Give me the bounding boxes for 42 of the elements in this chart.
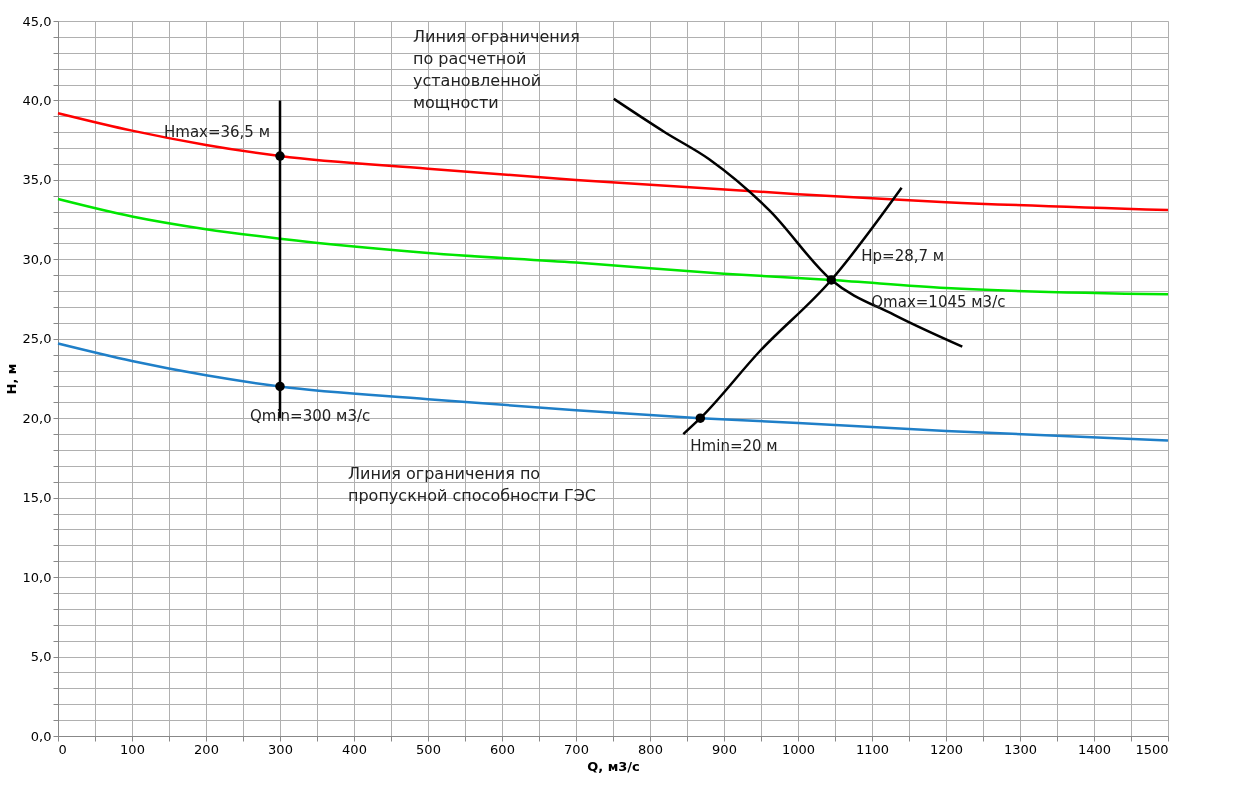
y-tick-label: 35,0 [22,172,52,188]
x-tick-label: 1400 [1077,741,1112,757]
x-tick-label: 700 [564,741,589,757]
point [695,413,706,423]
annotation: Qmax=1045 м3/с [871,292,1006,311]
x-tick-label: 500 [416,741,441,757]
line-series [56,111,1170,212]
x-tick-label: 900 [712,741,737,757]
x-tick-label: 100 [120,741,145,757]
x-tick-label: 800 [638,741,663,757]
annotation: Hmin=20 м [690,437,778,456]
y-tick-label: 45,0 [22,13,52,29]
y-tick-label: 30,0 [22,251,52,267]
x-tick-label: 1300 [1003,741,1038,757]
y-tick-label: 15,0 [22,490,52,506]
x-axis-title: Q, м3/с [587,758,640,774]
annotation: Qmin=300 м3/с [250,407,371,426]
x-tick-label: 300 [268,741,293,757]
y-tick-label: 25,0 [22,331,52,347]
x-tick-label: 0 [58,741,67,757]
x-tick-label: 1000 [781,741,816,757]
annotation: Hp=28,7 м [861,246,945,265]
y-tick-label: 40,0 [22,92,52,108]
y-tick-label: 0,0 [30,728,52,744]
x-tick-label: 1100 [855,741,890,757]
x-tick-label: 400 [342,741,367,757]
x-tick-label: 200 [194,741,219,757]
y-tick-label: 5,0 [30,649,52,665]
y-tick-label: 20,0 [22,410,52,426]
y-axis-title: H, м [3,363,19,395]
y-tick-label: 10,0 [22,569,52,585]
line-series [612,97,964,348]
x-tick-label: 1500 [1135,741,1169,757]
point [826,275,837,285]
point [275,381,285,392]
annotation: Линия ограничения по расчетной установленной мощности [413,27,580,112]
annotation: Линия ограничения по пропускной способности ГЭС [348,464,596,505]
x-tick-label: 600 [490,741,515,757]
line-series [56,197,1170,296]
x-tick-label: 1200 [929,741,964,757]
annotation: Hmax=36,5 м [163,123,270,142]
point [275,151,285,161]
